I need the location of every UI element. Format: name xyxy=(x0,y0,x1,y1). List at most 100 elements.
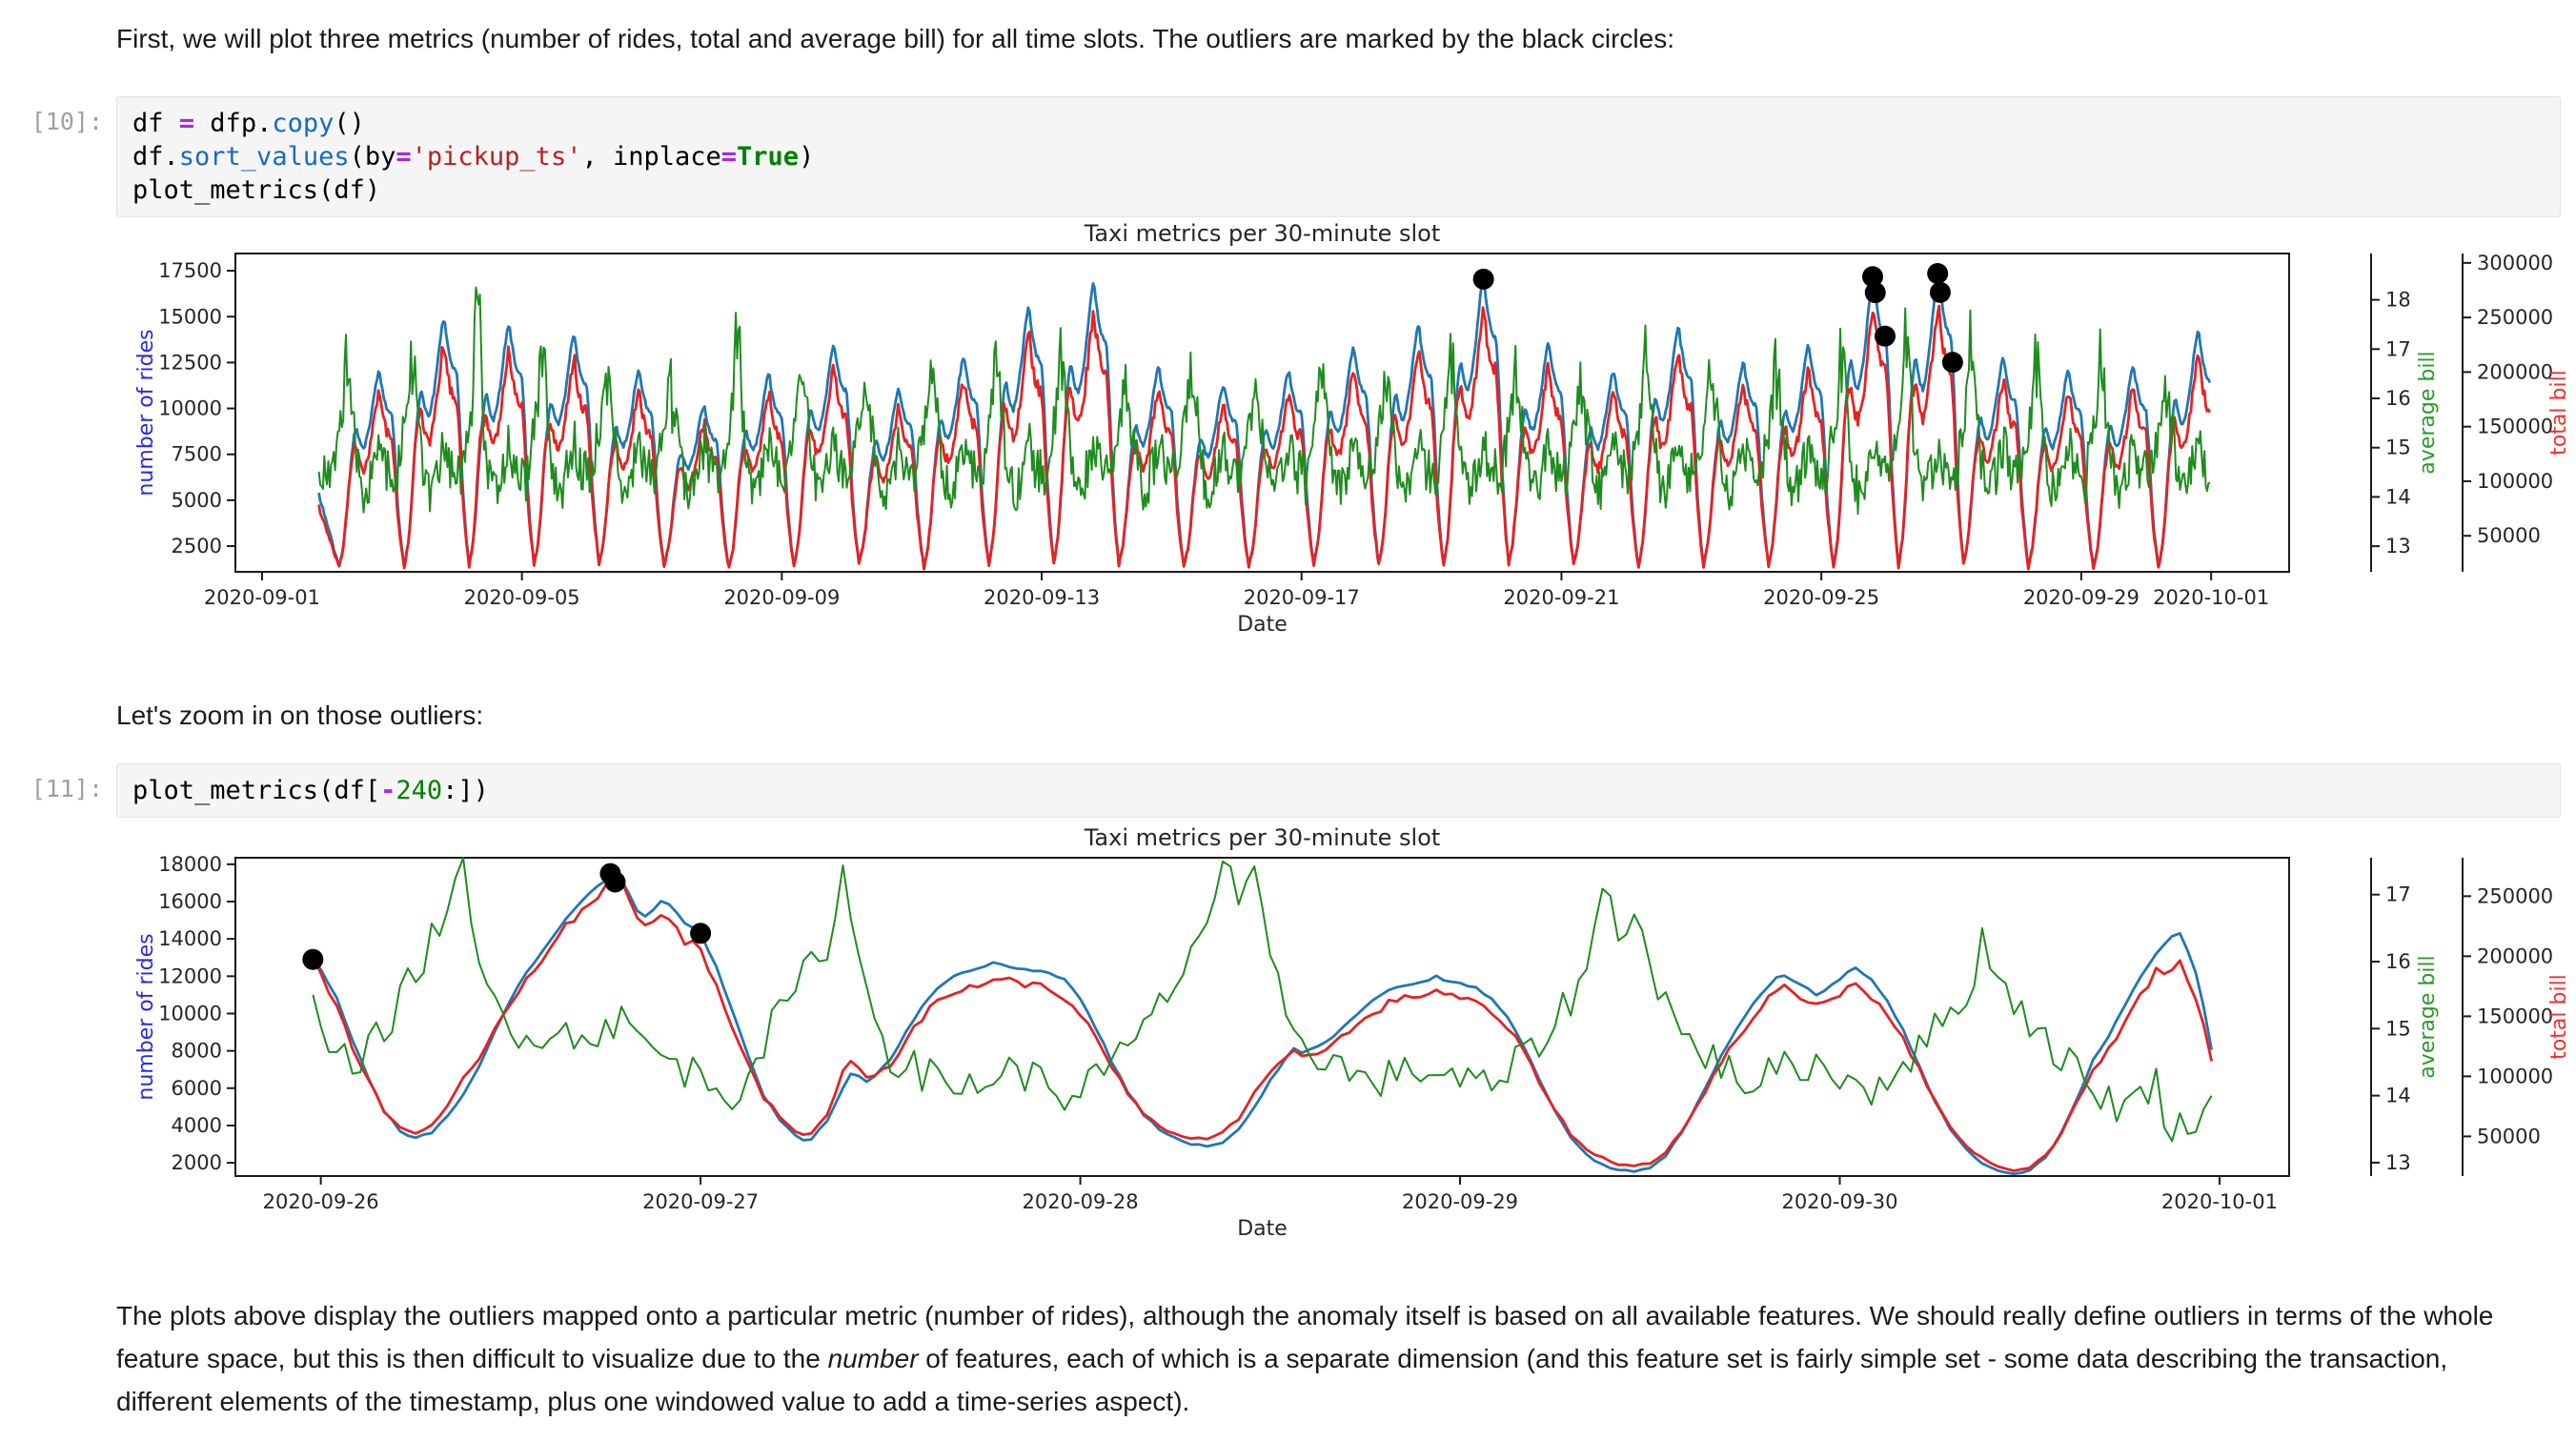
rides-tick-label: 16000 xyxy=(158,890,222,913)
code-line[interactable]: plot_metrics(df) xyxy=(132,175,381,205)
x-tick-label: 2020-09-21 xyxy=(1503,586,1619,609)
total-tick-label: 200000 xyxy=(2477,944,2553,967)
rides-tick-label: 14000 xyxy=(158,927,222,950)
x-tick-label: 2020-09-25 xyxy=(1763,586,1879,609)
outlier-marker xyxy=(1472,268,1494,290)
markdown-cell-closing: The plots above display the outliers map… xyxy=(0,1294,2576,1423)
markdown-cell-intro: First, we will plot three metrics (numbe… xyxy=(0,17,2576,60)
avg-tick-label: 15 xyxy=(2385,436,2411,459)
x-axis-label: Date xyxy=(1237,1217,1288,1241)
x-tick-label: 2020-09-29 xyxy=(1402,1190,1518,1213)
avg-tick-label: 15 xyxy=(2385,1017,2411,1040)
total-tick-label: 100000 xyxy=(2477,1065,2553,1087)
x-tick-label: 2020-09-13 xyxy=(984,586,1100,609)
avg-tick-label: 16 xyxy=(2385,387,2411,410)
avg-axis-label: average bill xyxy=(2416,955,2440,1078)
rides-tick-label: 17500 xyxy=(158,259,222,282)
rides-tick-label: 18000 xyxy=(158,853,222,876)
chart-title: Taxi metrics per 30-minute slot xyxy=(1084,223,1441,247)
outlier-marker xyxy=(1862,266,1884,288)
average-bill-line xyxy=(317,286,2211,516)
avg-tick-label: 18 xyxy=(2385,289,2411,312)
closing-text-before: The plots above display the outliers map… xyxy=(116,1301,2494,1373)
x-axis-label: Date xyxy=(1237,613,1288,637)
rides-line xyxy=(317,272,2212,570)
avg-tick-label: 14 xyxy=(2385,485,2411,508)
x-tick-label: 2020-09-17 xyxy=(1244,586,1360,609)
x-tick-label: 2020-09-29 xyxy=(2023,586,2140,609)
plot-border xyxy=(234,857,2290,1177)
code-line[interactable]: df = dfp.copy() xyxy=(132,109,365,138)
markdown-gutter xyxy=(0,17,116,29)
total-tick-label: 100000 xyxy=(2477,470,2553,493)
rides-tick-label: 10000 xyxy=(158,1002,222,1025)
markdown-intro-text: First, we will plot three metrics (numbe… xyxy=(116,24,1674,53)
code-line[interactable]: df.sort_values(by='pickup_ts', inplace=T… xyxy=(132,142,815,172)
total-axis-label: total bill xyxy=(2547,370,2571,456)
rides-tick-label: 2000 xyxy=(172,1151,222,1174)
total-tick-label: 150000 xyxy=(2477,416,2553,438)
outlier-marker xyxy=(1941,352,1963,374)
x-tick-label: 2020-10-01 xyxy=(2153,586,2269,609)
total-tick-label: 200000 xyxy=(2477,360,2553,383)
rides-tick-label: 4000 xyxy=(172,1114,222,1137)
cell-10-prompt: [10]: xyxy=(30,108,103,135)
x-tick-label: 2020-09-01 xyxy=(204,586,320,609)
code-cell-10: [10]: df = dfp.copy() df.sort_values(by='… xyxy=(0,96,2576,217)
x-tick-label: 2020-10-01 xyxy=(2161,1190,2278,1213)
chart-title: Taxi metrics per 30-minute slot xyxy=(1084,827,1441,851)
outlier-marker xyxy=(1929,281,1951,303)
taxi-metrics-chart-zoomed: Taxi metrics per 30-minute slot 2020-09-2… xyxy=(134,827,2571,1241)
rides-tick-label: 6000 xyxy=(172,1077,222,1100)
rides-tick-label: 8000 xyxy=(172,1040,222,1063)
taxi-metrics-chart-full: Taxi metrics per 30-minute slot 2020-09-0… xyxy=(134,223,2571,637)
rides-tick-label: 15000 xyxy=(158,305,222,328)
rides-tick-label: 12000 xyxy=(158,964,222,987)
closing-paragraph: The plots above display the outliers map… xyxy=(116,1294,2499,1423)
rides-axis-label: number of rides xyxy=(134,933,158,1100)
outlier-marker xyxy=(1874,325,1896,347)
total-tick-label: 50000 xyxy=(2477,1125,2541,1147)
markdown-cell-zoom: Let's zoom in on those outliers: xyxy=(0,694,2576,737)
outlier-marker xyxy=(1927,263,1949,285)
avg-tick-label: 16 xyxy=(2385,950,2411,973)
markdown-zoom-text: Let's zoom in on those outliers: xyxy=(116,700,484,730)
x-tick-label: 2020-09-09 xyxy=(723,586,840,609)
figure-all-slots: Taxi metrics per 30-minute slot 2020-09-0… xyxy=(40,223,2576,650)
x-tick-label: 2020-09-26 xyxy=(263,1190,379,1213)
cell-10-editor[interactable]: df = dfp.copy() df.sort_values(by='pickup… xyxy=(116,96,2561,217)
outlier-marker xyxy=(604,871,626,893)
avg-axis-label: average bill xyxy=(2416,351,2440,474)
rides-tick-label: 5000 xyxy=(172,489,222,512)
cell-11-prompt: [11]: xyxy=(30,775,103,802)
total-bill-line xyxy=(312,879,2213,1172)
outlier-marker xyxy=(690,923,712,944)
figure-zoomed: Taxi metrics per 30-minute slot 2020-09-2… xyxy=(40,827,2576,1254)
total-tick-label: 250000 xyxy=(2477,884,2553,907)
markdown-gutter xyxy=(0,694,116,705)
total-tick-label: 300000 xyxy=(2477,252,2553,274)
markdown-gutter xyxy=(0,1294,116,1306)
plot-border xyxy=(234,253,2290,573)
x-tick-label: 2020-09-30 xyxy=(1781,1190,1897,1213)
rides-tick-label: 12500 xyxy=(158,351,222,374)
code-cell-11: [11]: plot_metrics(df[-240:]) xyxy=(0,763,2576,818)
avg-tick-label: 14 xyxy=(2385,1085,2411,1107)
rides-line xyxy=(312,874,2213,1176)
cell-11-editor[interactable]: plot_metrics(df[-240:]) xyxy=(116,763,2561,818)
x-tick-label: 2020-09-27 xyxy=(642,1190,759,1213)
avg-tick-label: 17 xyxy=(2385,883,2411,906)
total-tick-label: 50000 xyxy=(2477,524,2541,547)
rides-axis-label: number of rides xyxy=(134,329,158,496)
total-tick-label: 250000 xyxy=(2477,306,2553,329)
avg-tick-label: 13 xyxy=(2385,1151,2411,1174)
rides-tick-label: 2500 xyxy=(172,535,222,558)
avg-tick-label: 13 xyxy=(2385,535,2411,558)
outlier-marker xyxy=(302,948,324,970)
total-axis-label: total bill xyxy=(2547,974,2571,1060)
avg-tick-label: 17 xyxy=(2385,337,2411,360)
closing-text-italic: number xyxy=(827,1344,919,1373)
closing-text-after: of features, each of which is a separate… xyxy=(116,1344,2448,1416)
code-line[interactable]: plot_metrics(df[-240:]) xyxy=(132,776,489,805)
x-tick-label: 2020-09-28 xyxy=(1023,1190,1139,1213)
